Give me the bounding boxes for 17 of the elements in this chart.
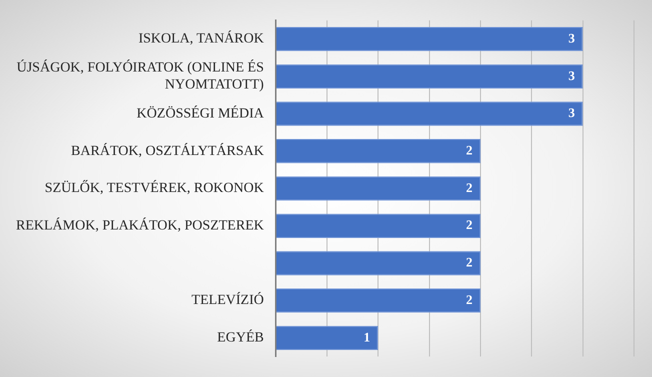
y-tick-label: BARÁTOK, OSZTÁLYTÁRSAK [71, 142, 264, 159]
y-tick-label: ISKOLA, TANÁROK [138, 30, 264, 47]
data-label: 3 [568, 105, 576, 120]
y-tick-label: TELEVÍZIÓ [192, 291, 264, 308]
data-label: 2 [466, 254, 473, 270]
data-label: 2 [466, 142, 473, 158]
y-tick-label: KÖZÖSSÉGI MÉDIA [136, 104, 265, 122]
data-label: 2 [466, 217, 473, 232]
data-label: 3 [568, 30, 576, 46]
y-tick-label: ÚJSÁGOK, FOLYÓIRATOK (ONLINE ÉS NYOMTATOTT) [16, 58, 264, 93]
data-label: 1 [364, 329, 370, 344]
data-label: 2 [466, 180, 473, 195]
y-tick-label: SZÜLŐK, TESTVÉREK, ROKONOK [44, 179, 264, 196]
y-tick-label: EGYÉB [217, 328, 264, 346]
data-label: 2 [466, 292, 473, 307]
y-tick-label: REKLÁMOK, PLAKÁTOK, POSZTEREK [16, 216, 264, 234]
data-label: 3 [568, 68, 576, 83]
